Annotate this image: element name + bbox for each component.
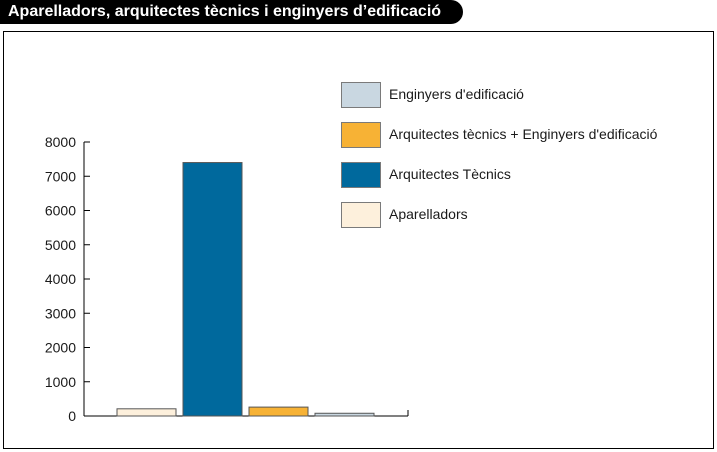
legend-label: Enginyers d'edificació <box>389 86 524 102</box>
y-tick-label: 0 <box>68 408 76 424</box>
bar-2 <box>182 162 243 417</box>
legend-label: Aparelladors <box>389 206 468 222</box>
y-tick-label: 2000 <box>45 340 76 356</box>
legend-swatch <box>341 122 381 148</box>
y-tick-label: 4000 <box>45 271 76 287</box>
y-tick-label: 7000 <box>45 168 76 184</box>
y-tick-label: 8000 <box>45 134 76 150</box>
bar-1 <box>116 408 177 417</box>
bars <box>116 162 375 417</box>
y-tick-label: 1000 <box>45 374 76 390</box>
legend-swatch <box>341 202 381 228</box>
legend-label: Arquitectes tècnics + Enginyers d'edific… <box>389 126 658 142</box>
y-tick-label: 6000 <box>45 203 76 219</box>
legend-swatch <box>341 82 381 108</box>
bar-4 <box>314 412 375 417</box>
chart-frame <box>3 31 714 449</box>
y-tick-label: 3000 <box>45 305 76 321</box>
legend-swatch <box>341 162 381 188</box>
y-tick-label: 5000 <box>45 237 76 253</box>
chart-title: Aparelladors, arquitectes tècnics i engi… <box>0 0 463 24</box>
bar-3 <box>248 406 309 417</box>
y-axis: 0 1000 2000 3000 4000 5000 6000 7000 8000 <box>45 134 90 424</box>
legend-label: Arquitectes Tècnics <box>389 166 511 182</box>
